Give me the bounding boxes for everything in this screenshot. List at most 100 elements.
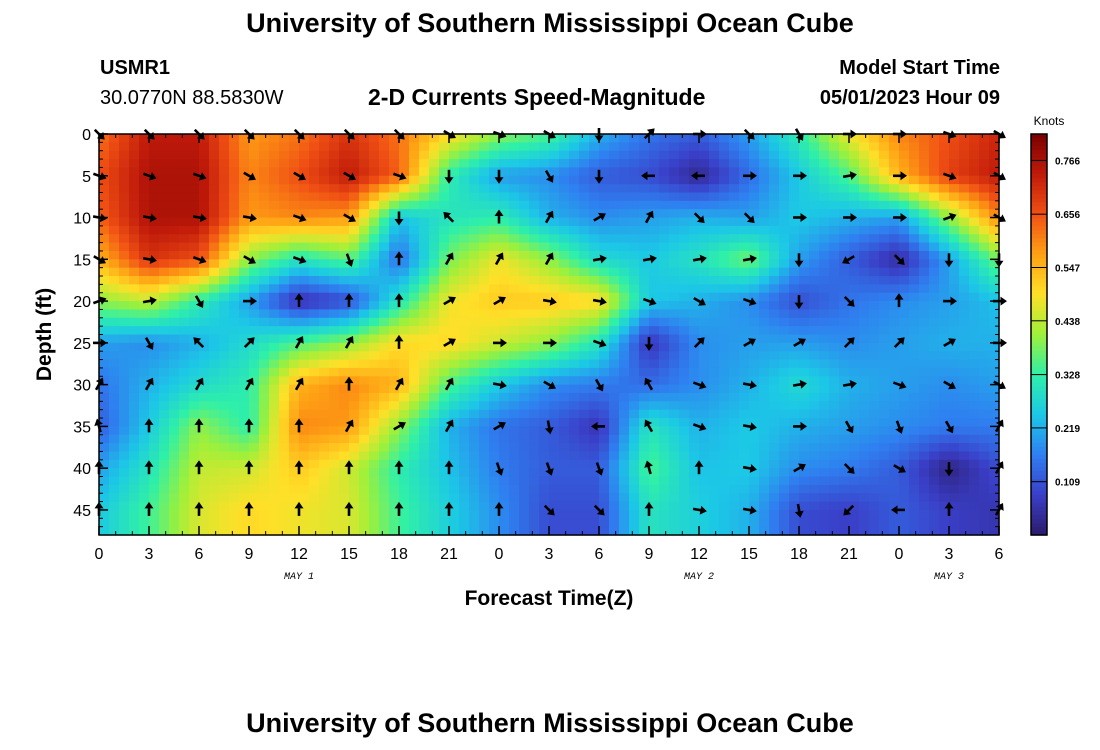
heatmap-cell [379, 284, 390, 294]
heatmap-cell [649, 317, 660, 327]
heatmap-cell [329, 259, 340, 269]
heatmap-cell [589, 476, 600, 486]
heatmap-cell [229, 493, 240, 503]
heatmap-cell [509, 518, 520, 528]
heatmap-cell [829, 209, 840, 219]
heatmap-cell [599, 234, 610, 244]
heatmap-cell [589, 150, 600, 160]
heatmap-cell [289, 276, 300, 285]
heatmap-cell [749, 434, 760, 444]
heatmap-cell [709, 443, 720, 453]
heatmap-cell [239, 234, 250, 244]
heatmap-cell [889, 484, 900, 494]
current-arrow [443, 296, 456, 306]
heatmap-cell [99, 367, 110, 377]
heatmap-cell [839, 451, 850, 461]
heatmap-cell [759, 234, 770, 244]
heatmap-cell [159, 217, 170, 227]
heatmap-cell [959, 501, 970, 511]
heatmap-cell [269, 342, 280, 352]
heatmap-cell [309, 334, 320, 344]
current-arrow [243, 255, 256, 264]
heatmap-cell [829, 392, 840, 402]
heatmap-cell [719, 501, 730, 511]
heatmap-cell [879, 501, 890, 511]
heatmap-cell [99, 242, 110, 252]
heatmap-cell [569, 418, 580, 427]
heatmap-cell [709, 234, 720, 244]
heatmap-cell [699, 267, 710, 277]
heatmap-cell [629, 443, 640, 453]
current-arrow-shaft [793, 465, 803, 473]
heatmap-cell [139, 309, 150, 319]
heatmap-cell [309, 426, 320, 436]
current-arrow-head [448, 338, 456, 347]
heatmap-cell [859, 501, 870, 511]
heatmap-cell [479, 309, 490, 319]
heatmap-cell [609, 501, 620, 511]
heatmap-cell [219, 434, 230, 444]
heatmap-cell [399, 426, 410, 436]
heatmap-cell [589, 392, 600, 402]
heatmap-cell [819, 309, 830, 319]
current-arrow-head [644, 419, 653, 428]
heatmap-cell [639, 225, 650, 235]
heatmap-cell [709, 376, 720, 386]
heatmap-cell [459, 376, 470, 386]
heatmap-cell [359, 225, 370, 235]
heatmap-cell [749, 459, 760, 469]
heatmap-cell [719, 434, 730, 444]
heatmap-cell [479, 276, 490, 285]
current-arrow [294, 501, 304, 516]
heatmap-cell [549, 200, 560, 210]
heatmap-cell [209, 301, 220, 311]
heatmap-cell [129, 484, 140, 494]
heatmap-cell [119, 309, 130, 319]
heatmap-cell [309, 225, 320, 235]
heatmap-cell [499, 401, 510, 411]
heatmap-cell [389, 418, 400, 427]
heatmap-cell [469, 317, 480, 327]
heatmap-cell [409, 418, 420, 427]
heatmap-cell [199, 392, 210, 402]
current-arrow-head [149, 255, 157, 264]
heatmap-cell [919, 334, 930, 344]
heatmap-cell [549, 401, 560, 411]
heatmap-cell [869, 459, 880, 469]
heatmap-cell [809, 418, 820, 427]
heatmap-cell [849, 134, 860, 143]
heatmap-cell [589, 209, 600, 219]
heatmap-cell [129, 217, 140, 227]
heatmap-cell [239, 159, 250, 169]
heatmap-cell [619, 326, 630, 336]
heatmap-cell [259, 217, 270, 227]
heatmap-cell [879, 518, 890, 528]
current-arrow-head [294, 418, 304, 425]
heatmap-cell [279, 409, 290, 419]
current-arrow-shaft [943, 340, 953, 348]
heatmap-cell [769, 401, 780, 411]
heatmap-cell [929, 376, 940, 386]
heatmap-cell [749, 501, 760, 511]
current-arrow-head [896, 337, 905, 346]
heatmap-cell [709, 159, 720, 169]
heatmap-cell [379, 234, 390, 244]
heatmap-cell [949, 359, 960, 369]
heatmap-cell [749, 292, 760, 302]
heatmap-cell [769, 150, 780, 160]
heatmap-cell [529, 418, 540, 427]
heatmap-cell [539, 301, 550, 311]
heatmap-cell [109, 309, 120, 319]
heatmap-cell [809, 426, 820, 436]
heatmap-cell [189, 384, 200, 394]
heatmap-cell [449, 242, 460, 252]
heatmap-cell [489, 426, 500, 436]
heatmap-cell [659, 225, 670, 235]
heatmap-cell [149, 159, 160, 169]
heatmap-cell [649, 334, 660, 344]
heatmap-cell [569, 509, 580, 519]
heatmap-cell [679, 225, 690, 235]
heatmap-cell [119, 267, 130, 277]
heatmap-cell [889, 217, 900, 227]
heatmap-cell [279, 342, 290, 352]
